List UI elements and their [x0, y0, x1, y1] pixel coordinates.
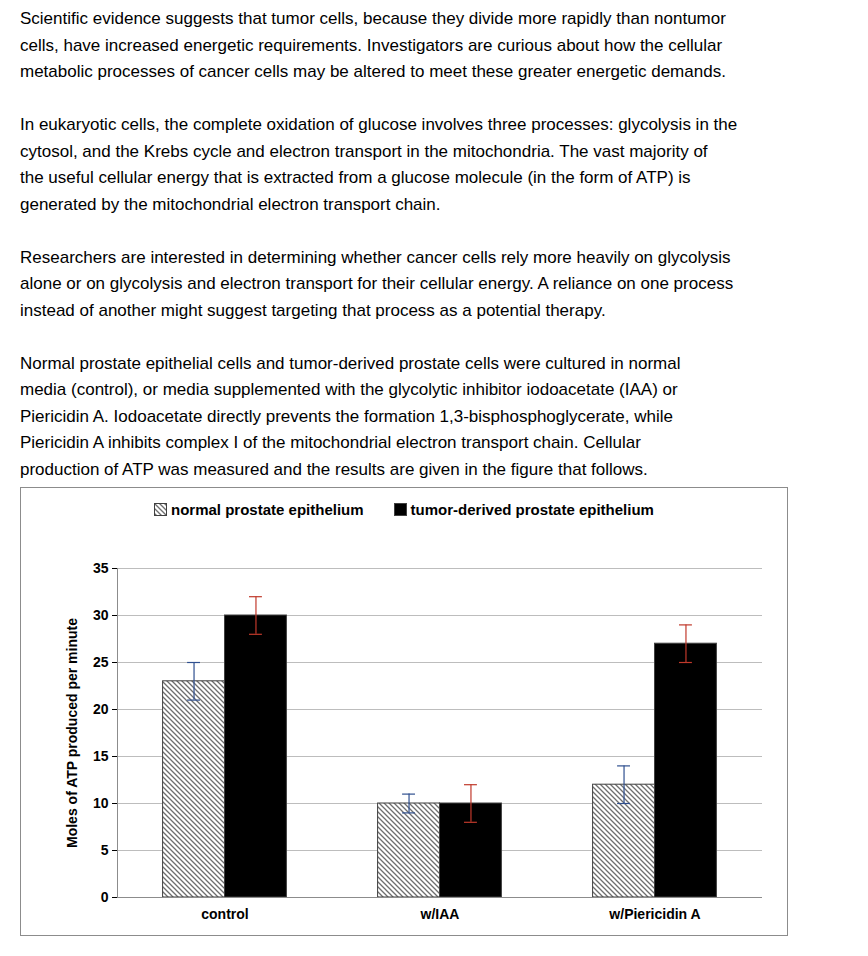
html-text:Normal prostate epithelial cel: Normal prostate epithelial cells and tum… [20, 353, 681, 373]
svg-text:30: 30 [93, 607, 109, 623]
html-text:normal prostate epithelium: normal prostate epithelium [171, 500, 364, 518]
html-text:media (control), or media supp: media (control), or media supplemented w… [20, 380, 678, 399]
html-text:instead of another might sugge: instead of another might suggest targeti… [20, 300, 606, 320]
html-text:metabolic processes of cancer: metabolic processes of cancer cells may … [20, 62, 726, 81]
html-text:the useful cellular energy tha: the useful cellular energy that is extra… [20, 168, 691, 187]
svg-text:35: 35 [93, 560, 109, 576]
svg-text:25: 25 [93, 654, 109, 670]
html-text:Researchers are interested in: Researchers are interested in determinin… [20, 247, 731, 267]
html-text:cells, have increased energeti: cells, have increased energetic requirem… [20, 35, 723, 55]
html-text:production of ATP was measured: production of ATP was measured and the r… [20, 459, 648, 479]
html-text:Scientific evidence suggests t: Scientific evidence suggests that tumor … [20, 9, 726, 28]
svg-text:0: 0 [101, 889, 109, 905]
svg-text:Moles of ATP produced per minu: Moles of ATP produced per minute [64, 618, 80, 848]
svg-text:w/Piericidin A: w/Piericidin A [608, 906, 700, 922]
svg-text:control: control [201, 906, 248, 922]
html-text:In eukaryotic cells, the compl: In eukaryotic cells, the complete oxidat… [20, 115, 738, 134]
svg-text:20: 20 [93, 701, 109, 717]
html-text:alone or on glycolysis and ele: alone or on glycolysis and electron tran… [20, 274, 734, 293]
html-text:Piericidin A inhibits complex: Piericidin A inhibits complex I of the m… [20, 433, 641, 452]
svg-text:10: 10 [93, 795, 109, 811]
svg-text:15: 15 [93, 748, 109, 764]
html-text:tumor-derived prostate epithel: tumor-derived prostate epithelium [410, 500, 654, 518]
html-text:generated by the mitochondrial: generated by the mitochondrial electron … [20, 194, 441, 214]
svg-text:w/IAA: w/IAA [420, 906, 460, 922]
svg-text:5: 5 [101, 842, 109, 858]
html-text:Piericidin A. Iodoacetate dire: Piericidin A. Iodoacetate directly preve… [20, 406, 673, 426]
html-text:cytosol, and the Krebs cycle a: cytosol, and the Krebs cycle and electro… [20, 141, 708, 161]
